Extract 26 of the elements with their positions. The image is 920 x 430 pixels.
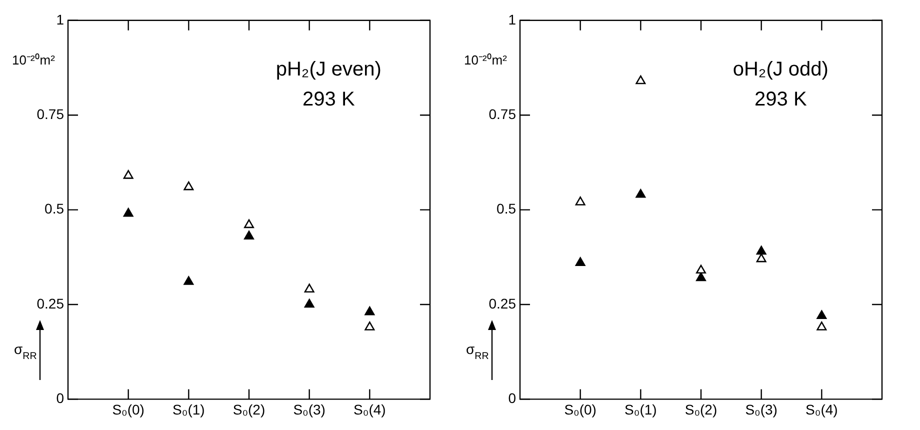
x-tick-label: S₀(0): [564, 401, 596, 418]
y-tick-label: 0.25: [488, 295, 516, 312]
x-tick-label: S₀(1): [172, 401, 205, 418]
y-tick-label: 0.75: [488, 106, 516, 122]
x-tick-label: S₀(3): [293, 401, 326, 418]
text: 10⁻²⁰m²: [12, 52, 56, 68]
y-tick-label: 0: [56, 390, 64, 406]
y-tick-label: 0.75: [36, 106, 64, 122]
y-tick-label: 0: [508, 390, 516, 406]
x-tick-label: S₀(1): [624, 401, 657, 418]
text: 10⁻²⁰m²: [464, 52, 508, 68]
x-tick-label: S₀(2): [232, 401, 266, 418]
y-tick-label: 0.25: [36, 295, 64, 312]
y-tick-label: 1: [56, 11, 64, 28]
y-tick-label: 0.5: [496, 200, 516, 217]
annotation: pH₂(J even): [276, 58, 382, 80]
annotation: 293 K: [754, 88, 808, 110]
y-tick-label: 1: [508, 11, 516, 28]
y-tick-label: 0.5: [44, 200, 64, 217]
annotation: oH₂(J odd): [732, 58, 828, 80]
x-tick-label: S₀(4): [354, 401, 386, 418]
x-tick-label: S₀(2): [684, 401, 718, 418]
x-tick-label: S₀(3): [745, 401, 778, 418]
x-tick-label: S₀(4): [806, 401, 838, 418]
x-tick-label: S₀(0): [112, 401, 144, 418]
annotation: 293 K: [302, 88, 356, 110]
